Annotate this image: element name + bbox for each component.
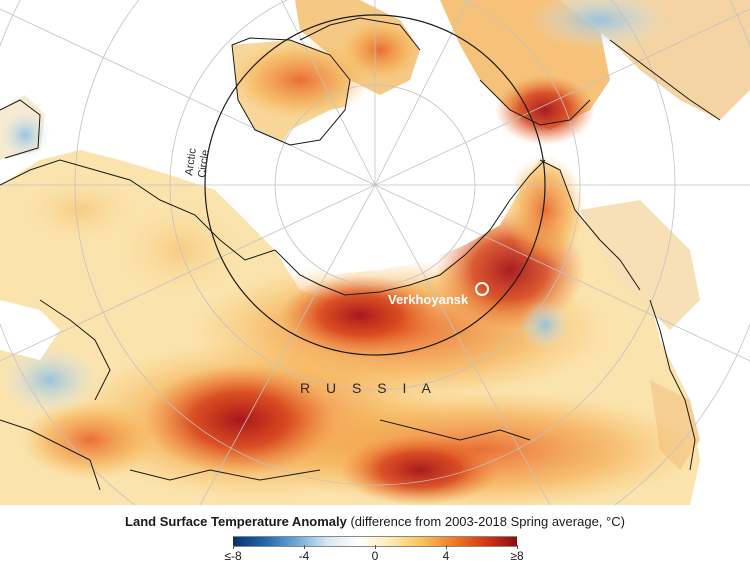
legend-tick-label: ≤-8 (224, 549, 242, 563)
graticule (0, 0, 750, 505)
legend-tick-mark (517, 545, 518, 549)
legend-title: Land Surface Temperature Anomaly (differ… (0, 514, 750, 529)
arctic-circle-line (204, 14, 546, 356)
anomaly-map-canvas (0, 0, 750, 505)
legend-title-main: Land Surface Temperature Anomaly (125, 514, 347, 529)
verkhoyansk-marker (475, 282, 489, 296)
legend-tick-mark (375, 545, 376, 549)
legend-tick-mark (446, 545, 447, 549)
legend-title-subtitle: (difference from 2003-2018 Spring averag… (346, 514, 625, 529)
legend-tick-mark (304, 545, 305, 549)
arctic-circle-label: Arctic Circle (182, 141, 213, 184)
city-label-verkhoyansk: Verkhoyansk (388, 292, 469, 307)
legend-tick-label: -4 (298, 549, 310, 563)
legend-tick-label: 4 (442, 549, 450, 563)
legend-tick-mark (233, 545, 234, 549)
anomaly-field (0, 0, 700, 505)
arctic-ocean (270, 100, 520, 275)
atlantic-ocean (0, 0, 140, 90)
legend: Land Surface Temperature Anomaly (differ… (0, 505, 750, 568)
coastlines (0, 17, 721, 491)
country-label-russia: R U S S I A (300, 380, 437, 396)
sea-area (0, 300, 60, 360)
legend-tick-label: 0 (371, 549, 379, 563)
anomaly-map: Arctic Circle Verkhoyansk R U S S I A (0, 0, 750, 505)
legend-tick-label: ≥8 (510, 549, 524, 563)
